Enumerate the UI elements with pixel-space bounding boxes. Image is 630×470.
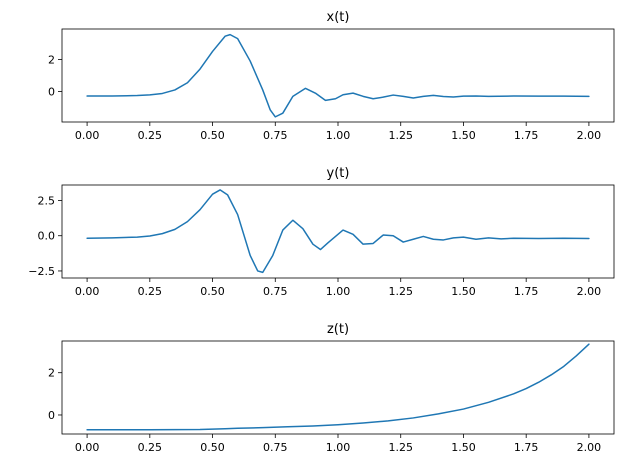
axes-frame-x bbox=[61, 28, 615, 123]
x-tick-label-z: 0.00 bbox=[75, 441, 100, 454]
subplot-title-z: z(t) bbox=[327, 322, 349, 337]
x-tick-label-y: 1.00 bbox=[326, 285, 351, 298]
x-tick-label-x: 1.75 bbox=[514, 129, 539, 142]
y-tick-label-y: 0.0 bbox=[38, 230, 56, 243]
x-tick-label-x: 1.50 bbox=[451, 129, 476, 142]
series-line-x bbox=[86, 33, 590, 118]
x-tick-label-y: 1.50 bbox=[451, 285, 476, 298]
x-tick-label-y: 0.50 bbox=[200, 285, 225, 298]
x-tick-label-x: 1.00 bbox=[326, 129, 351, 142]
x-tick-label-z: 1.00 bbox=[326, 441, 351, 454]
x-tick-label-z: 1.50 bbox=[451, 441, 476, 454]
x-tick-label-x: 0.00 bbox=[75, 129, 100, 142]
y-tick-label-y: 2.5 bbox=[38, 195, 56, 208]
y-tick-label-x: 2 bbox=[48, 53, 55, 66]
x-tick-label-z: 0.75 bbox=[263, 441, 288, 454]
x-tick-label-x: 2.00 bbox=[577, 129, 602, 142]
x-tick-label-x: 0.25 bbox=[138, 129, 163, 142]
series-line-y bbox=[86, 189, 590, 274]
y-tick-label-z: 2 bbox=[48, 367, 55, 380]
x-tick-label-z: 0.25 bbox=[138, 441, 163, 454]
y-tick-label-z: 0 bbox=[48, 409, 55, 422]
x-tick-label-y: 1.25 bbox=[388, 285, 413, 298]
y-tick-label-x: 0 bbox=[48, 86, 55, 99]
y-tick-label-y: −2.5 bbox=[28, 265, 55, 278]
series-line-z bbox=[86, 343, 590, 431]
x-tick-label-z: 2.00 bbox=[577, 441, 602, 454]
x-tick-label-z: 0.50 bbox=[200, 441, 225, 454]
axes-frame-z bbox=[61, 340, 615, 435]
x-tick-label-y: 0.00 bbox=[75, 285, 100, 298]
x-tick-label-y: 2.00 bbox=[577, 285, 602, 298]
subplot-title-y: y(t) bbox=[327, 166, 350, 181]
x-tick-label-z: 1.25 bbox=[388, 441, 413, 454]
x-tick-label-y: 1.75 bbox=[514, 285, 539, 298]
x-tick-label-x: 0.75 bbox=[263, 129, 288, 142]
x-tick-label-x: 0.50 bbox=[200, 129, 225, 142]
x-tick-label-x: 1.25 bbox=[388, 129, 413, 142]
subplot-z: z(t) 0.00 0.25 0.50 0.75 1.00 1.25 1.50 1.75 2.00… bbox=[48, 322, 615, 454]
axes-frame-y bbox=[61, 184, 615, 279]
subplot-title-x: x(t) bbox=[327, 10, 350, 25]
subplot-x: x(t) 0.00 0.25 0.50 0.75 1.00 1.25 1.50 1.75 2.00… bbox=[48, 10, 615, 142]
x-tick-label-z: 1.75 bbox=[514, 441, 539, 454]
subplot-y: y(t) 0.00 0.25 0.50 0.75 1.00 1.25 1.50 1.75 2.00… bbox=[28, 166, 615, 298]
x-tick-label-y: 0.25 bbox=[138, 285, 163, 298]
x-tick-label-y: 0.75 bbox=[263, 285, 288, 298]
